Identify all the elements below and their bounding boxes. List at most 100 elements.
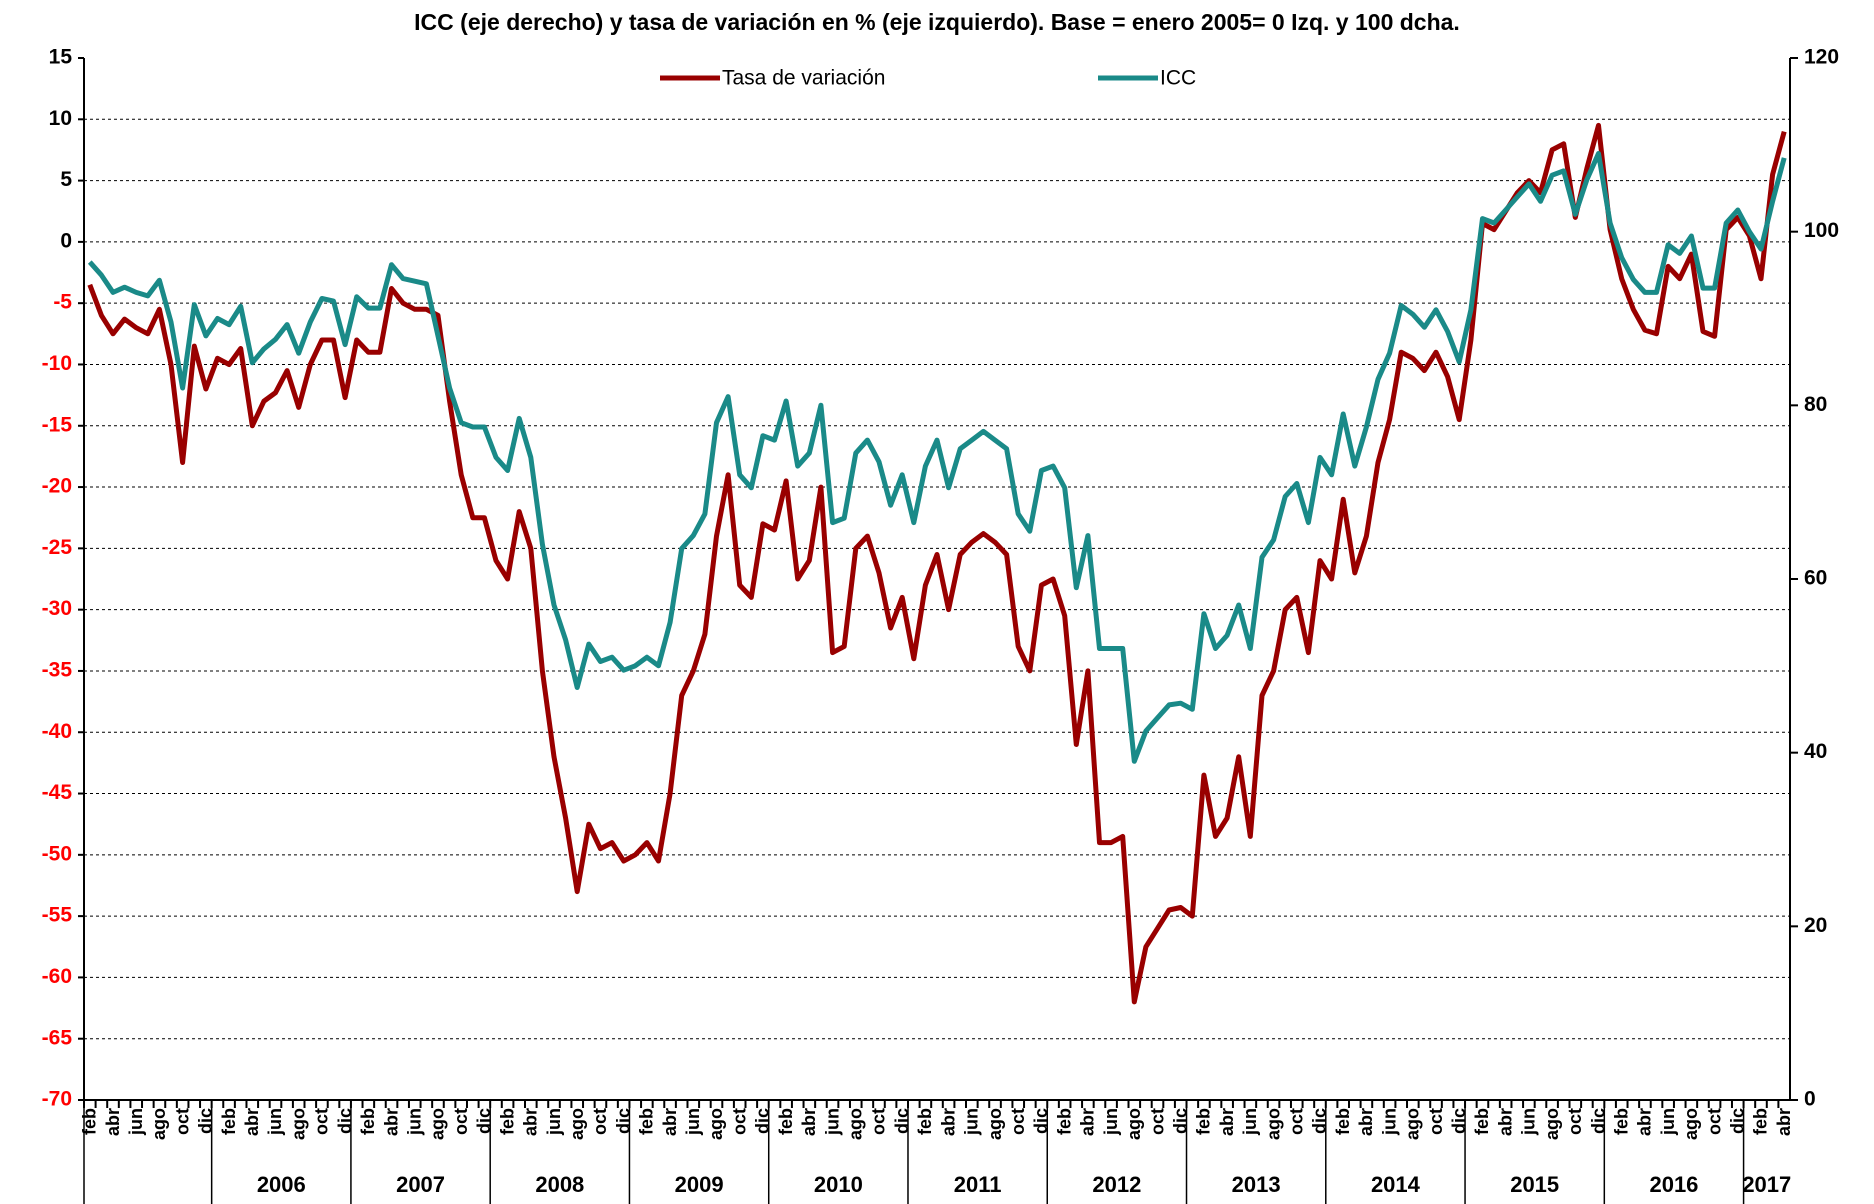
x-tick-label: jun [126,1108,146,1136]
y-tick-label: -10 [42,352,72,375]
y-tick-label: -35 [42,658,73,681]
x-tick-label: jun [1658,1108,1678,1136]
x-tick-label: jun [1240,1108,1260,1136]
y-tick-label: -60 [42,965,72,988]
x-tick-label: abr [521,1108,541,1136]
x-tick-label: feb [358,1108,378,1135]
x-tick-label: dic [474,1108,494,1134]
year-label: 2017 [1742,1172,1791,1197]
x-tick-label: ago [985,1108,1005,1140]
x-tick-label: abr [1356,1108,1376,1136]
y-tick-label: 0 [60,229,72,252]
x-tick-label: feb [219,1108,239,1135]
x-tick-label: feb [1054,1108,1074,1135]
year-label: 2011 [954,1172,1002,1197]
x-tick-label: ago [288,1108,308,1140]
x-tick-label: ago [846,1108,866,1140]
year-label: 2006 [257,1172,306,1197]
y-tick-label: -30 [42,597,72,620]
x-tick-label: dic [753,1108,773,1134]
y2-tick-label: 100 [1804,219,1839,242]
x-tick-label: feb [1194,1108,1214,1135]
x-tick-label: dic [1728,1108,1748,1134]
x-tick-label: abr [242,1108,262,1136]
year-label: 2007 [396,1172,445,1197]
year-label: 2008 [535,1172,584,1197]
x-tick-label: abr [103,1108,123,1136]
x-tick-label: ago [149,1108,169,1140]
x-tick-label: feb [637,1108,657,1135]
x-tick-label: abr [1078,1108,1098,1136]
x-tick-label: oct [590,1108,610,1135]
series-line [87,151,1787,764]
x-tick-label: ago [1124,1108,1144,1140]
x-tick-label: oct [1287,1108,1307,1135]
x-tick-label: feb [776,1108,796,1135]
y-tick-label: -5 [53,291,72,314]
x-tick-label: jun [1101,1108,1121,1136]
x-tick-label: jun [544,1108,564,1136]
x-tick-label: ago [1681,1108,1701,1140]
series-line [87,122,1787,1005]
x-tick-label: abr [1774,1108,1794,1136]
x-tick-label: ago [428,1108,448,1140]
x-tick-label: jun [1519,1108,1539,1136]
x-tick-label: ago [1542,1108,1562,1140]
y2-tick-label: 60 [1804,567,1827,590]
x-tick-label: abr [1635,1108,1655,1136]
x-tick-label: dic [196,1108,216,1134]
x-tick-label: dic [1170,1108,1190,1134]
x-tick-label: dic [335,1108,355,1134]
x-tick-label: ago [706,1108,726,1140]
x-tick-label: jun [1379,1108,1399,1136]
x-tick-label: feb [497,1108,517,1135]
x-tick-label: ago [1263,1108,1283,1140]
x-tick-label: oct [729,1108,749,1135]
x-tick-label: feb [1472,1108,1492,1135]
y-tick-label: -70 [42,1088,72,1111]
year-label: 2009 [675,1172,724,1197]
x-tick-label: dic [613,1108,633,1134]
x-tick-label: feb [915,1108,935,1135]
y-tick-label: -55 [42,904,73,927]
legend-label: Tasa de variación [722,67,885,90]
x-tick-label: abr [799,1108,819,1136]
y-tick-label: -40 [42,720,72,743]
x-tick-label: oct [1565,1108,1585,1135]
x-tick-label: abr [1217,1108,1237,1136]
y-tick-label: 15 [49,46,73,69]
y2-tick-label: 40 [1804,740,1827,763]
y-tick-label: -65 [42,1026,73,1049]
x-tick-label: feb [1611,1108,1631,1135]
legend-label: ICC [1160,67,1196,90]
chart-title: ICC (eje derecho) y tasa de variación en… [414,9,1460,35]
x-tick-label: jun [962,1108,982,1136]
x-tick-label: feb [1333,1108,1353,1135]
year-label: 2016 [1649,1172,1698,1197]
year-label: 2015 [1510,1172,1559,1197]
x-tick-label: abr [660,1108,680,1136]
y-tick-label: -25 [42,536,73,559]
x-tick-label: feb [1751,1108,1771,1135]
x-tick-label: dic [1449,1108,1469,1134]
x-tick-label: abr [381,1108,401,1136]
y-tick-label: 10 [49,107,72,130]
x-tick-label: dic [1310,1108,1330,1134]
x-tick-label: abr [1495,1108,1515,1136]
year-label: 2014 [1371,1172,1421,1197]
x-tick-label: dic [1031,1108,1051,1134]
year-label: 2012 [1092,1172,1141,1197]
y-tick-label: -45 [42,781,73,804]
y-tick-label: -50 [42,842,72,865]
y-tick-label: -20 [42,475,72,498]
x-tick-label: oct [312,1108,332,1135]
y2-tick-label: 80 [1804,393,1827,416]
x-tick-label: oct [1147,1108,1167,1135]
y2-tick-label: 20 [1804,914,1827,937]
year-label: 2010 [814,1172,863,1197]
x-tick-label: oct [1426,1108,1446,1135]
y-tick-label: 5 [60,168,72,191]
x-tick-label: oct [451,1108,471,1135]
